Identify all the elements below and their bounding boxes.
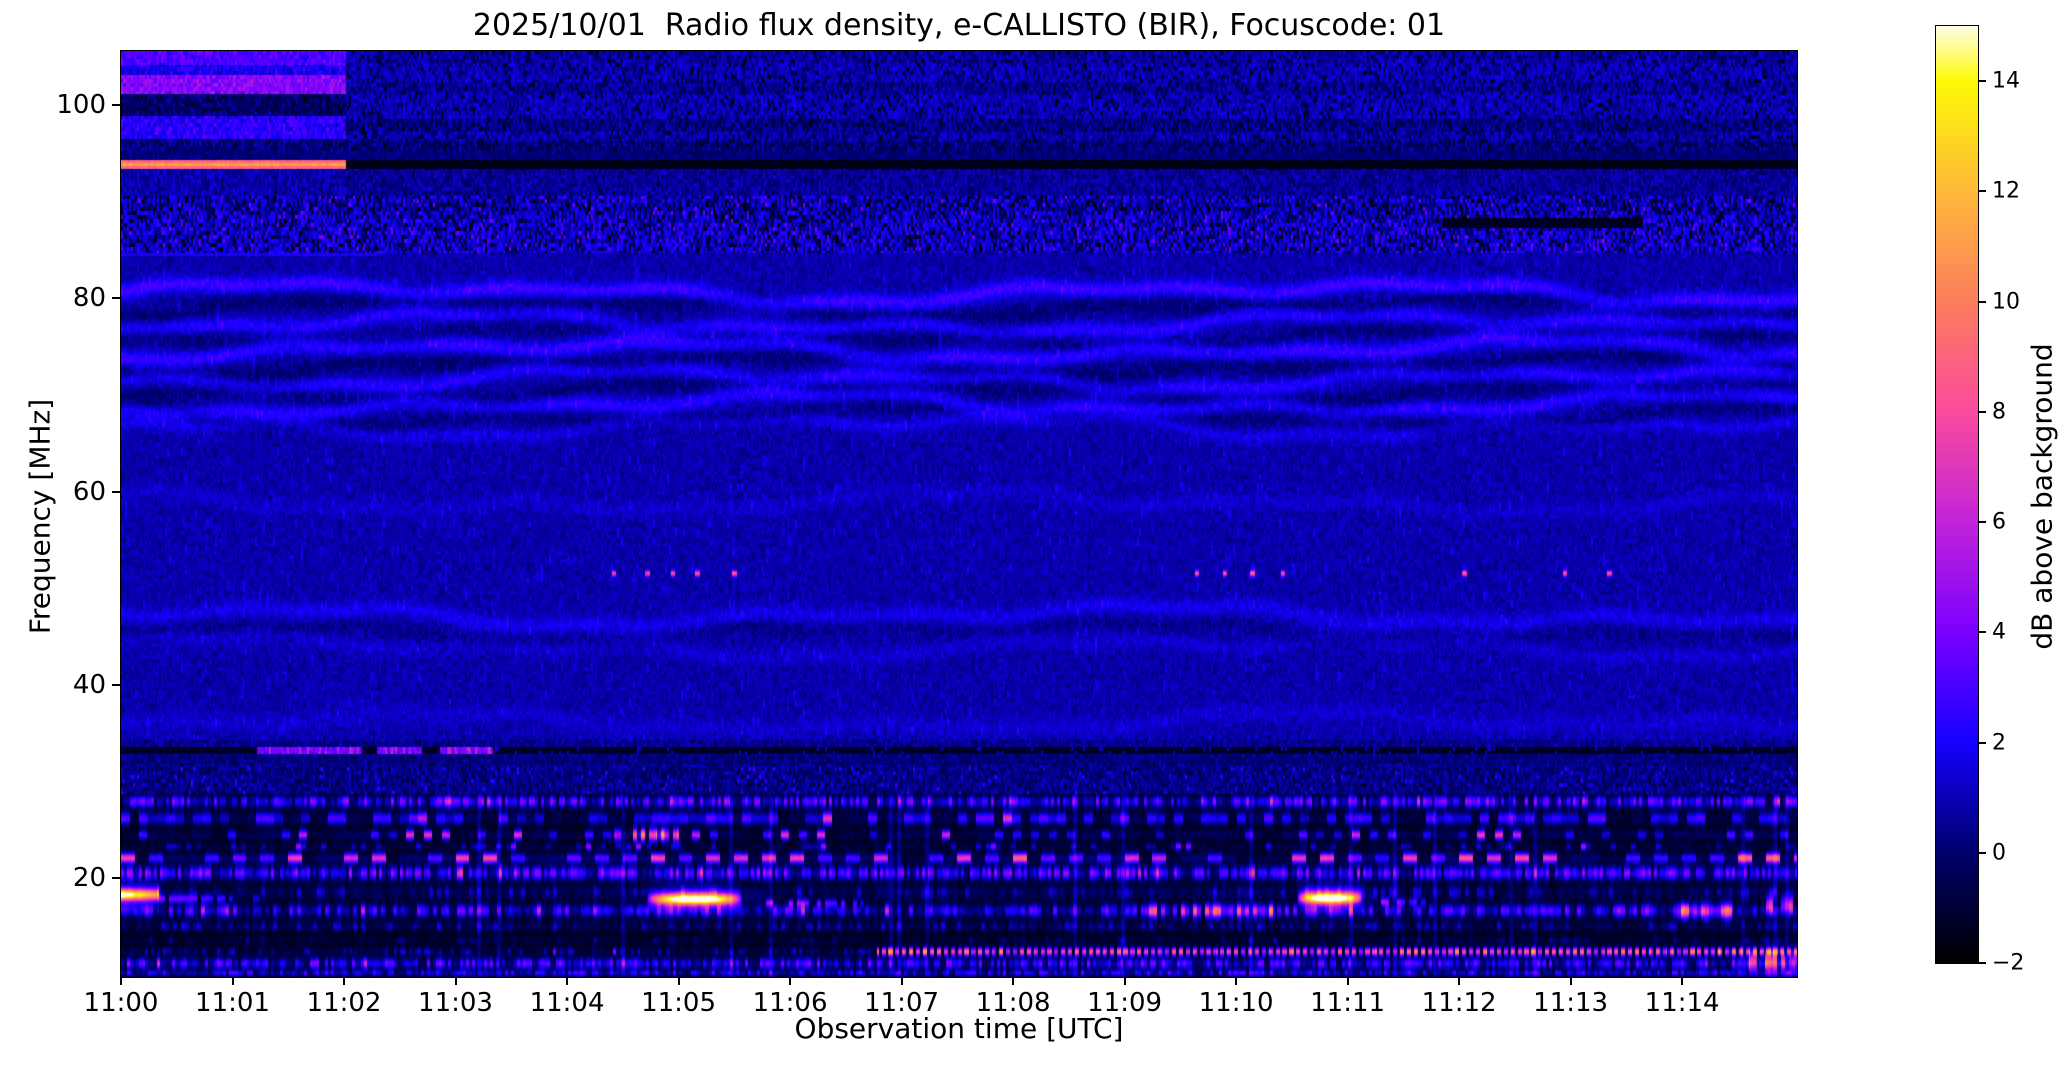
x-tick-label: 11:14 — [1644, 988, 1720, 1018]
x-tick-mark — [343, 977, 346, 985]
x-tick-mark — [454, 977, 457, 985]
colorbar-tick-mark — [1978, 631, 1986, 634]
plot-frame — [120, 50, 1798, 978]
x-tick-mark — [1346, 977, 1349, 985]
x-axis-label: Observation time [UTC] — [794, 1012, 1124, 1045]
x-tick-mark — [789, 977, 792, 985]
x-tick-mark — [1123, 977, 1126, 985]
y-tick-mark — [112, 297, 120, 300]
y-tick-label: 20 — [72, 863, 106, 894]
x-tick-mark — [120, 977, 123, 985]
x-tick-label: 11:11 — [1310, 988, 1386, 1018]
colorbar-tick-mark — [1978, 300, 1986, 303]
colorbar-canvas — [1936, 26, 1978, 963]
chart-title: 2025/10/01 Radio flux density, e-CALLIST… — [472, 8, 1446, 43]
colorbar-tick-label: 10 — [1992, 289, 2020, 315]
colorbar-tick-mark — [1978, 741, 1986, 744]
x-tick-label: 11:04 — [529, 988, 605, 1018]
spectrogram-canvas — [121, 51, 1797, 977]
x-tick-label: 11:00 — [83, 988, 159, 1018]
x-tick-label: 11:02 — [306, 988, 382, 1018]
x-tick-mark — [900, 977, 903, 985]
x-tick-mark — [1235, 977, 1238, 985]
x-tick-label: 11:10 — [1198, 988, 1274, 1018]
colorbar-tick-mark — [1978, 80, 1986, 83]
colorbar-frame — [1935, 25, 1979, 964]
x-tick-mark — [677, 977, 680, 985]
x-tick-label: 11:01 — [195, 988, 270, 1018]
colorbar-tick-mark — [1978, 851, 1986, 854]
x-tick-mark — [566, 977, 569, 985]
x-tick-mark — [231, 977, 234, 985]
colorbar-tick-label: 2 — [1992, 730, 2006, 756]
colorbar-tick-label: −2 — [1992, 950, 2025, 976]
x-tick-mark — [1681, 977, 1684, 985]
y-tick-mark — [112, 877, 120, 880]
y-tick-label: 40 — [72, 670, 106, 701]
x-tick-label: 11:05 — [641, 988, 717, 1018]
colorbar-tick-label: 12 — [1992, 178, 2020, 204]
y-tick-mark — [112, 104, 120, 107]
y-tick-label: 100 — [56, 90, 106, 121]
colorbar-tick-label: 14 — [1992, 68, 2020, 94]
colorbar-label: dB above background — [2025, 343, 2059, 650]
x-tick-label: 11:13 — [1533, 988, 1609, 1018]
x-tick-mark — [1458, 977, 1461, 985]
x-tick-label: 11:06 — [752, 988, 828, 1018]
y-tick-label: 60 — [72, 476, 106, 507]
x-tick-mark — [1569, 977, 1572, 985]
colorbar-tick-label: 6 — [1992, 509, 2006, 535]
colorbar-tick-label: 4 — [1992, 619, 2006, 645]
colorbar-tick-mark — [1978, 962, 1986, 964]
x-tick-label: 11:07 — [864, 988, 940, 1018]
y-tick-mark — [112, 684, 120, 687]
y-tick-mark — [112, 490, 120, 493]
colorbar-tick-mark — [1978, 410, 1986, 413]
y-tick-label: 80 — [72, 283, 106, 314]
colorbar-tick-label: 8 — [1992, 399, 2006, 425]
x-tick-label: 11:12 — [1421, 988, 1497, 1018]
x-tick-mark — [1012, 977, 1015, 985]
colorbar-tick-mark — [1978, 521, 1986, 524]
colorbar-tick-mark — [1978, 190, 1986, 193]
x-tick-label: 11:09 — [1087, 988, 1163, 1018]
x-tick-label: 11:03 — [418, 988, 493, 1018]
x-tick-label: 11:08 — [975, 988, 1051, 1018]
y-axis-label: Frequency [MHz] — [23, 398, 57, 635]
colorbar-tick-label: 0 — [1992, 840, 2006, 866]
